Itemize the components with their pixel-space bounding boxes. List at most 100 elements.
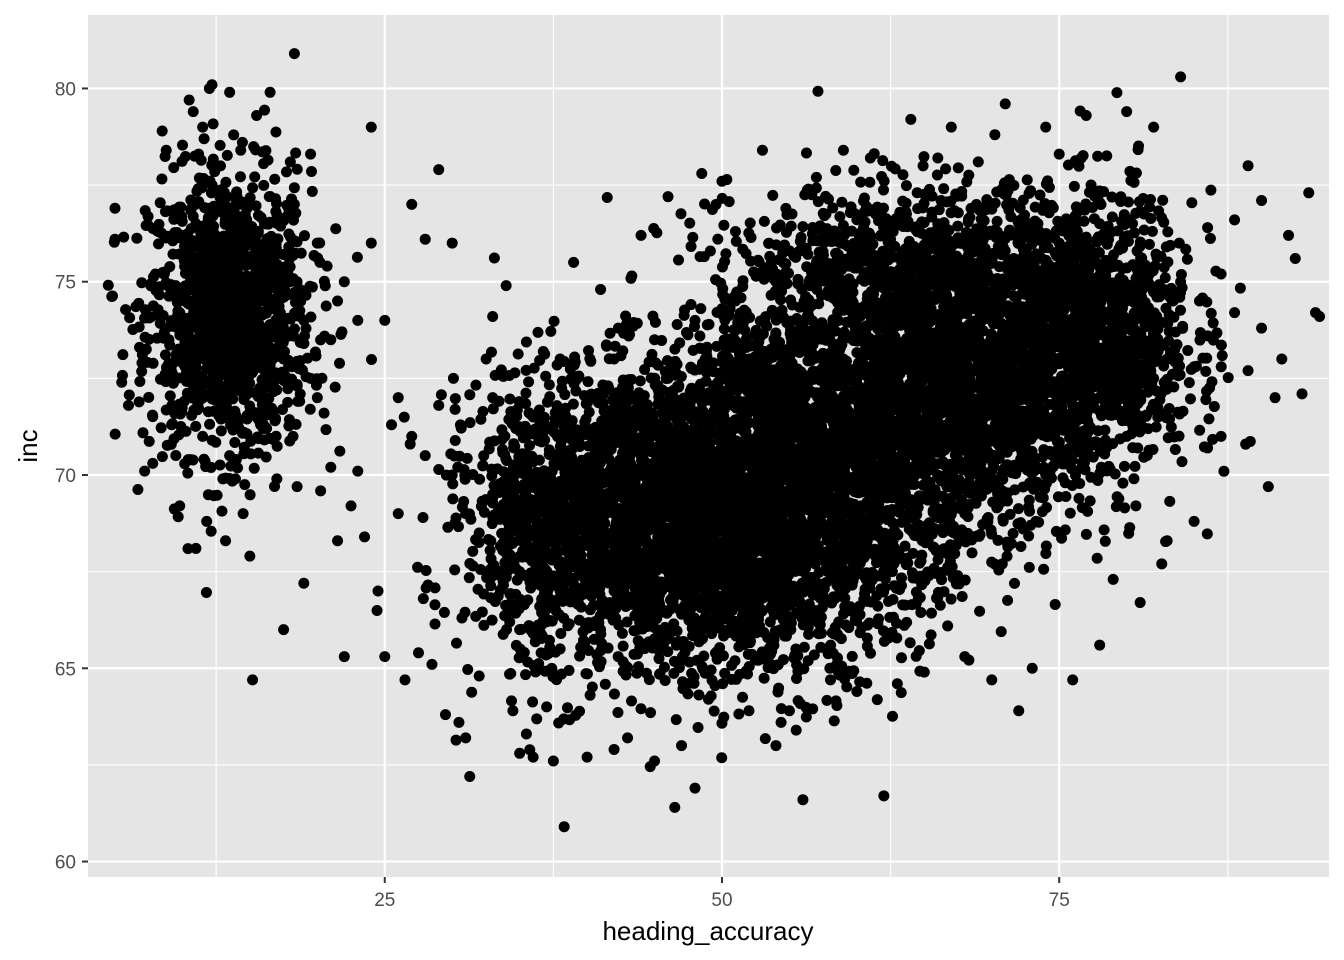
- data-point: [1134, 597, 1146, 609]
- data-point: [729, 225, 741, 237]
- data-point: [310, 350, 322, 362]
- data-point: [197, 121, 209, 133]
- data-point: [156, 173, 168, 185]
- data-point: [160, 349, 172, 361]
- data-point: [478, 619, 490, 631]
- data-point: [255, 333, 267, 345]
- data-point: [192, 302, 204, 314]
- data-point: [435, 389, 447, 401]
- data-point: [1269, 392, 1281, 404]
- data-point: [604, 504, 616, 516]
- data-point: [202, 406, 214, 418]
- data-point: [199, 354, 211, 366]
- data-point: [182, 543, 194, 555]
- data-point: [164, 390, 176, 402]
- data-point: [207, 118, 219, 130]
- data-point: [608, 688, 620, 700]
- data-point: [338, 651, 350, 663]
- data-point: [269, 173, 281, 185]
- data-point: [999, 98, 1011, 110]
- data-point: [223, 473, 235, 485]
- data-point: [197, 430, 209, 442]
- data-point: [617, 345, 629, 357]
- data-point: [581, 751, 593, 763]
- data-point: [185, 203, 197, 215]
- data-point: [270, 126, 282, 138]
- data-point: [532, 326, 544, 338]
- data-point: [404, 438, 416, 450]
- data-point: [102, 279, 114, 291]
- data-point: [123, 389, 135, 401]
- data-point: [260, 145, 272, 157]
- data-point: [276, 403, 288, 415]
- data-point: [252, 209, 264, 221]
- data-point: [186, 338, 198, 350]
- data-point: [143, 391, 155, 403]
- data-point: [269, 412, 281, 424]
- data-point: [677, 437, 689, 449]
- data-point: [266, 402, 278, 414]
- data-point: [417, 593, 429, 605]
- data-point: [334, 445, 346, 457]
- data-point: [743, 705, 755, 717]
- data-point: [174, 329, 186, 341]
- data-point: [176, 402, 188, 414]
- data-point: [718, 219, 730, 231]
- data-point: [1053, 148, 1065, 160]
- data-point: [161, 439, 173, 451]
- data-point: [254, 253, 266, 265]
- data-point: [147, 457, 159, 469]
- data-point: [266, 383, 278, 395]
- data-point: [379, 314, 391, 326]
- data-point: [302, 352, 314, 364]
- data-point: [485, 346, 497, 358]
- data-point: [273, 273, 285, 285]
- data-point: [1094, 639, 1106, 651]
- data-point: [286, 193, 298, 205]
- data-point: [164, 261, 176, 273]
- data-point: [449, 393, 461, 405]
- data-point: [168, 213, 180, 225]
- data-point: [790, 724, 802, 736]
- data-point: [486, 518, 498, 530]
- data-point: [147, 357, 159, 369]
- data-point: [106, 290, 118, 302]
- data-point: [321, 260, 333, 272]
- data-point: [267, 347, 279, 359]
- data-point: [282, 354, 294, 366]
- data-point: [1229, 307, 1241, 319]
- data-point: [269, 480, 281, 492]
- data-point: [185, 372, 197, 384]
- data-point: [466, 686, 478, 698]
- data-point: [156, 451, 168, 463]
- data-point: [181, 228, 193, 240]
- data-point: [221, 388, 233, 400]
- data-point: [1242, 160, 1254, 172]
- data-point: [439, 709, 451, 721]
- data-point: [246, 220, 258, 232]
- data-point: [330, 223, 342, 235]
- data-point: [137, 427, 149, 439]
- data-point: [159, 150, 171, 162]
- data-point: [392, 508, 404, 520]
- data-point: [290, 147, 302, 159]
- data-point: [186, 317, 198, 329]
- data-point: [656, 335, 668, 347]
- data-point: [447, 372, 459, 384]
- data-point: [635, 229, 647, 241]
- data-point: [365, 237, 377, 249]
- data-point: [236, 384, 248, 396]
- data-point: [214, 139, 226, 151]
- data-point: [243, 252, 255, 264]
- data-point: [256, 306, 268, 318]
- data-point: [419, 450, 431, 462]
- data-point: [122, 399, 134, 411]
- data-point: [248, 462, 260, 474]
- data-point: [945, 121, 957, 133]
- data-point: [671, 318, 683, 330]
- data-point: [515, 623, 527, 635]
- data-point: [180, 284, 192, 296]
- data-point: [398, 411, 410, 423]
- data-point: [433, 399, 445, 411]
- data-point: [188, 404, 200, 416]
